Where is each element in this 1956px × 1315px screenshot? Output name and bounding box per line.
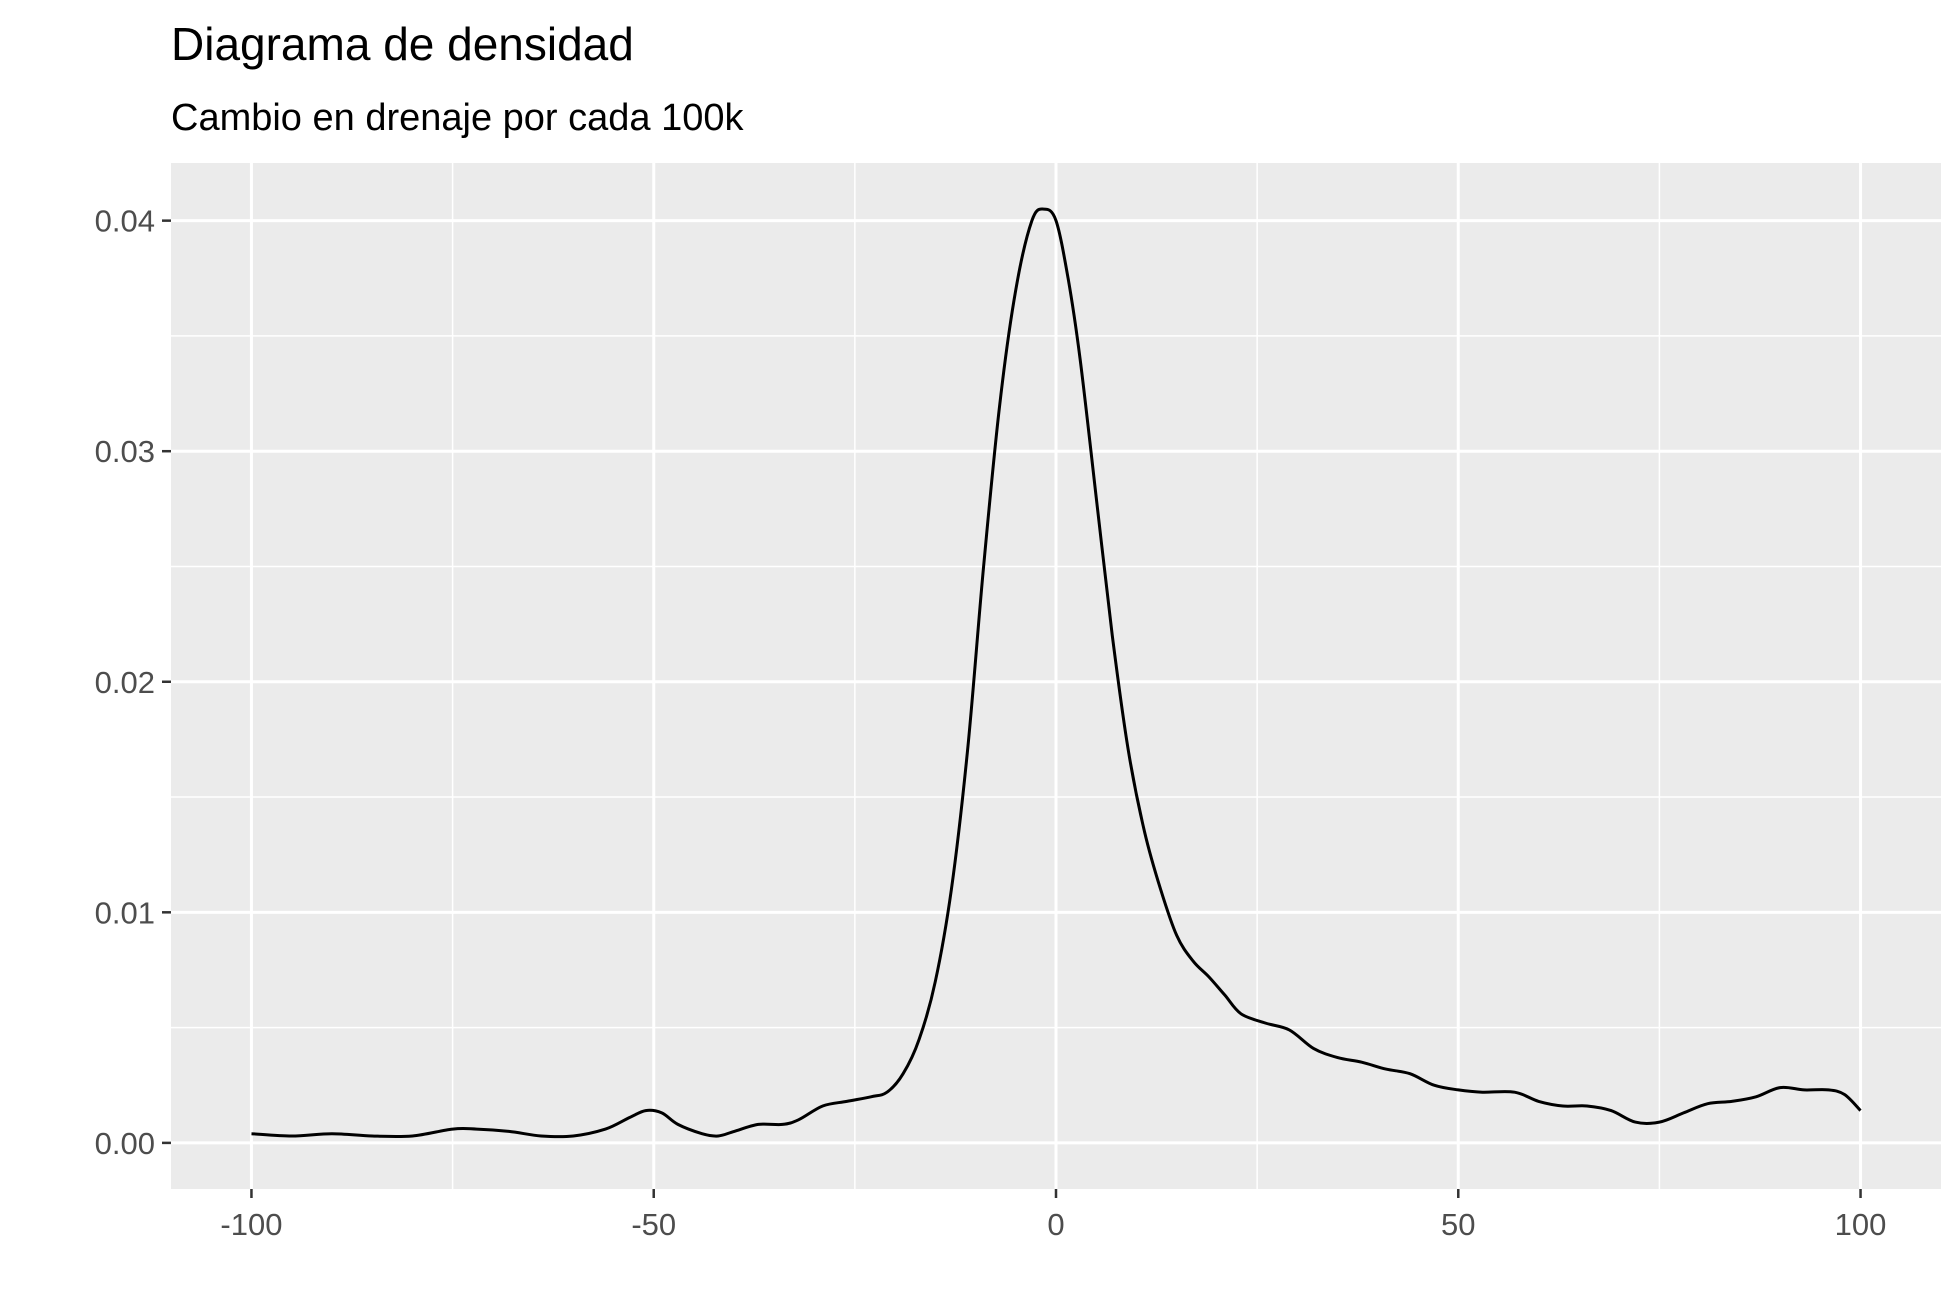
y-tick-label: 0.01 — [95, 895, 155, 930]
chart-title: Diagrama de densidad — [171, 18, 634, 70]
x-tick-label: -100 — [220, 1207, 282, 1242]
y-tick-label: 0.04 — [95, 204, 155, 239]
x-tick-label: -50 — [631, 1207, 676, 1242]
grid-major — [171, 163, 1941, 1189]
y-tick-label: 0.03 — [95, 434, 155, 469]
density-line — [251, 207, 1862, 1139]
x-tick-label: 0 — [1047, 1207, 1064, 1242]
x-axis: -100 -50 0 50 100 — [220, 1189, 1886, 1242]
x-tick-label: 100 — [1835, 1207, 1887, 1242]
chart-subtitle: Cambio en drenaje por cada 100k — [171, 97, 744, 139]
y-tick-label: 0.00 — [95, 1126, 155, 1161]
y-axis: 0.00 0.01 0.02 0.03 0.04 — [95, 204, 171, 1161]
y-tick-label: 0.02 — [95, 665, 155, 700]
x-tick-label: 50 — [1441, 1207, 1475, 1242]
